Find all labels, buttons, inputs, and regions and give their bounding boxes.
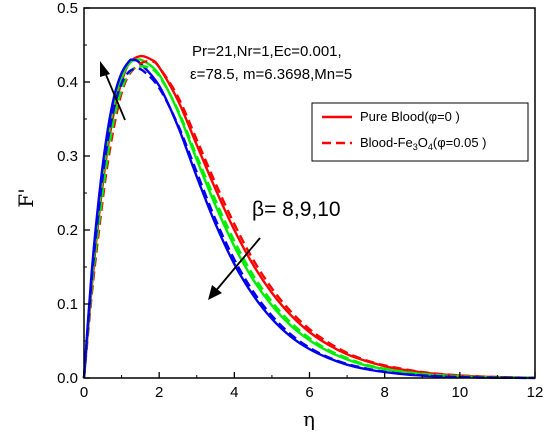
- y-tick-label-4: 0.4: [57, 74, 78, 91]
- legend-label-pure-blood: Pure Blood(φ=0 ): [360, 109, 460, 124]
- legend: Pure Blood(φ=0 ) Blood-Fe3O4(φ=0.05 ): [311, 102, 529, 162]
- series-line-5: [82, 65, 536, 380]
- ticks-layer: 0 2 4 6 8 10 12 0.0 0.1 0.2 0.3 0.4 0.5: [57, 0, 543, 401]
- y-tick-label-0: 0.0: [57, 370, 78, 387]
- series-line-4: [82, 59, 536, 379]
- y-tick-label-3: 0.3: [57, 148, 78, 165]
- y-tick-label-1: 0.1: [57, 296, 78, 313]
- y-tick-label-5: 0.5: [57, 0, 78, 17]
- beta-label: β= 8,9,10: [252, 198, 341, 221]
- trend-arrow-lower: [208, 237, 261, 300]
- x-tick-label-5: 10: [451, 384, 468, 401]
- x-tick-label-1: 2: [155, 384, 163, 401]
- x-tick-label-4: 8: [380, 384, 388, 401]
- x-tick-label-0: 0: [80, 384, 88, 401]
- series-line-6: [82, 67, 536, 380]
- legend-label-blood-fe3o4: Blood-Fe3O4(φ=0.05 ): [360, 135, 487, 152]
- legend-box: [311, 102, 529, 162]
- annotation-line-2: ε=78.5, m=6.3698,Mn=5: [190, 66, 352, 83]
- y-axis-title: F': [14, 188, 38, 207]
- x-tick-label-3: 6: [305, 384, 313, 401]
- x-tick-label-2: 4: [230, 384, 238, 401]
- annotation-line-1: Pr=21,Nr=1,Ec=0.001,: [192, 43, 342, 60]
- x-tick-label-6: 12: [527, 384, 544, 401]
- trend-arrow-upper: [100, 61, 126, 121]
- x-axis-title: η: [303, 407, 315, 431]
- y-tick-label-2: 0.2: [57, 222, 78, 239]
